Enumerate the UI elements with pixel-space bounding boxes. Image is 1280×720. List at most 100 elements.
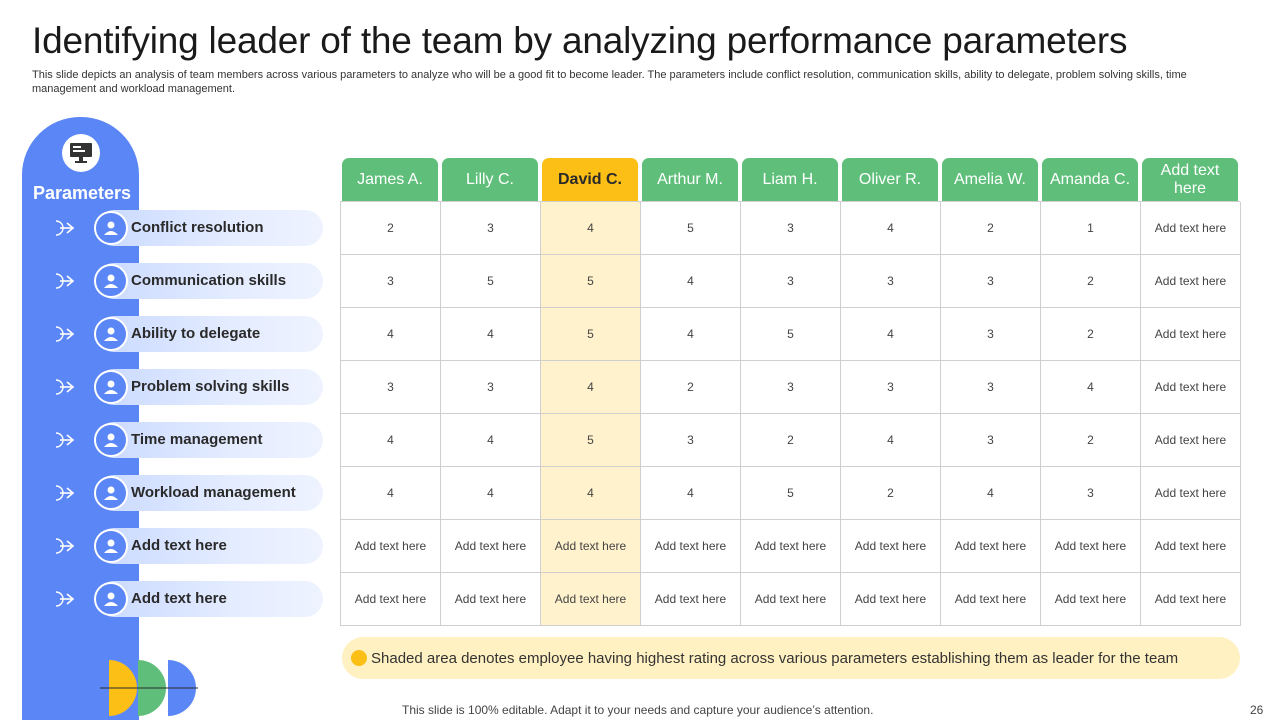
column-header: Oliver R. <box>842 158 938 201</box>
parameter-row: Ability to delegate <box>50 316 325 352</box>
table-cell: 3 <box>1041 467 1141 520</box>
table-cell: Add text here <box>741 573 841 626</box>
note-text: Shaded area denotes employee having high… <box>371 650 1179 667</box>
table-cell: Add text here <box>1141 520 1241 573</box>
slide-subtitle: This slide depicts an analysis of team m… <box>32 69 1187 95</box>
table-cell: Add text here <box>841 520 941 573</box>
table-cell: 4 <box>841 202 941 255</box>
table-cell: 3 <box>341 255 441 308</box>
parameter-pill <box>96 528 323 564</box>
table-cell: Add text here <box>1141 361 1241 414</box>
table-cell: 3 <box>641 414 741 467</box>
column-header: Amelia W. <box>942 158 1038 201</box>
table-cell: 1 <box>1041 202 1141 255</box>
table-cell: Add text here <box>341 520 441 573</box>
bar-chart-icon <box>94 582 128 616</box>
parameter-pill <box>96 581 323 617</box>
arrow-icon <box>52 430 78 450</box>
table-cell: 4 <box>541 467 641 520</box>
arrow-icon <box>52 377 78 397</box>
table-cell: Add text here <box>441 520 541 573</box>
parameter-pill <box>96 422 323 458</box>
table-cell: 3 <box>341 361 441 414</box>
arrow-icon <box>52 271 78 291</box>
table-cell: 4 <box>641 308 741 361</box>
parameter-label: Time management <box>131 431 263 448</box>
table-cell: 3 <box>741 202 841 255</box>
table-cell: 4 <box>641 255 741 308</box>
table-cell: 2 <box>1041 414 1141 467</box>
arrow-icon <box>52 589 78 609</box>
column-header: James A. <box>342 158 438 201</box>
table-cell: Add text here <box>341 573 441 626</box>
parameter-pill <box>96 369 323 405</box>
parameter-label: Communication skills <box>131 272 287 289</box>
arrow-icon <box>52 218 78 238</box>
sidebar-title: Parameters <box>32 183 132 203</box>
table-cell: 3 <box>841 361 941 414</box>
table-cell: 5 <box>541 308 641 361</box>
parameter-row: Problem solving skills <box>50 369 325 405</box>
page-number: 26 <box>1250 703 1264 717</box>
parameter-row: Add text here <box>50 528 325 564</box>
table-cell: 5 <box>541 255 641 308</box>
parameter-label: Conflict resolution <box>131 219 264 236</box>
parameter-pill <box>96 210 323 246</box>
parameters-sidebar <box>22 117 139 720</box>
table-cell: 2 <box>641 361 741 414</box>
table-cell: 5 <box>641 202 741 255</box>
table-cell: Add text here <box>541 520 641 573</box>
footer-text: This slide is 100% editable. Adapt it to… <box>402 703 874 717</box>
monitor-presentation-icon <box>62 134 100 172</box>
parameter-row: Conflict resolution <box>50 210 325 246</box>
table-cell: 5 <box>541 414 641 467</box>
table-cell: Add text here <box>1141 414 1241 467</box>
table-cell: 4 <box>841 414 941 467</box>
table-cell: Add text here <box>641 520 741 573</box>
person-gear-icon <box>94 317 128 351</box>
highlight-dot-icon <box>351 650 367 666</box>
growth-chart-icon <box>94 529 128 563</box>
table-cell: 2 <box>941 202 1041 255</box>
table-cell: Add text here <box>941 573 1041 626</box>
parameter-label: Workload management <box>131 484 296 501</box>
table-cell: 2 <box>841 467 941 520</box>
decorative-shapes <box>100 655 200 720</box>
ratings-table: 2 3 4 5 3 4 2 1 Add text here 3 5 5 4 3 3 3 2 Add text he… <box>340 201 1241 626</box>
table-cell: Add text here <box>1141 202 1241 255</box>
table-cell: 4 <box>941 467 1041 520</box>
table-cell: Add text here <box>941 520 1041 573</box>
table-cell: 3 <box>941 308 1041 361</box>
parameter-label: Ability to delegate <box>131 325 261 342</box>
table-cell: Add text here <box>541 573 641 626</box>
parameter-pill <box>96 475 323 511</box>
table-cell: 3 <box>741 361 841 414</box>
table-cell: 4 <box>341 414 441 467</box>
column-header: Add text here <box>1142 158 1238 201</box>
table-cell: 4 <box>441 414 541 467</box>
table-cell: 2 <box>741 414 841 467</box>
table-cell: 5 <box>741 308 841 361</box>
parameter-label: Add text here <box>131 537 227 554</box>
column-header: Amanda C. <box>1042 158 1138 201</box>
column-header: Lilly C. <box>442 158 538 201</box>
team-discussion-icon <box>94 264 128 298</box>
table-cell: 4 <box>441 467 541 520</box>
parameter-label: Problem solving skills <box>131 378 290 395</box>
table-cell: 3 <box>941 255 1041 308</box>
table-cell: 3 <box>841 255 941 308</box>
table-cell: 4 <box>341 308 441 361</box>
parameter-row: Communication skills <box>50 263 325 299</box>
table-cell: 5 <box>441 255 541 308</box>
clock-hand-icon <box>94 423 128 457</box>
table-cell: Add text here <box>641 573 741 626</box>
table-cell: 3 <box>441 202 541 255</box>
table-cell: Add text here <box>1141 467 1241 520</box>
parameter-pill <box>96 316 323 352</box>
legend-note: Shaded area denotes employee having high… <box>342 637 1240 679</box>
parameter-label: Add text here <box>131 590 227 607</box>
parameter-row: Workload management <box>50 475 325 511</box>
person-clock-icon <box>94 476 128 510</box>
table-cell: 2 <box>1041 255 1141 308</box>
arrow-icon <box>52 483 78 503</box>
